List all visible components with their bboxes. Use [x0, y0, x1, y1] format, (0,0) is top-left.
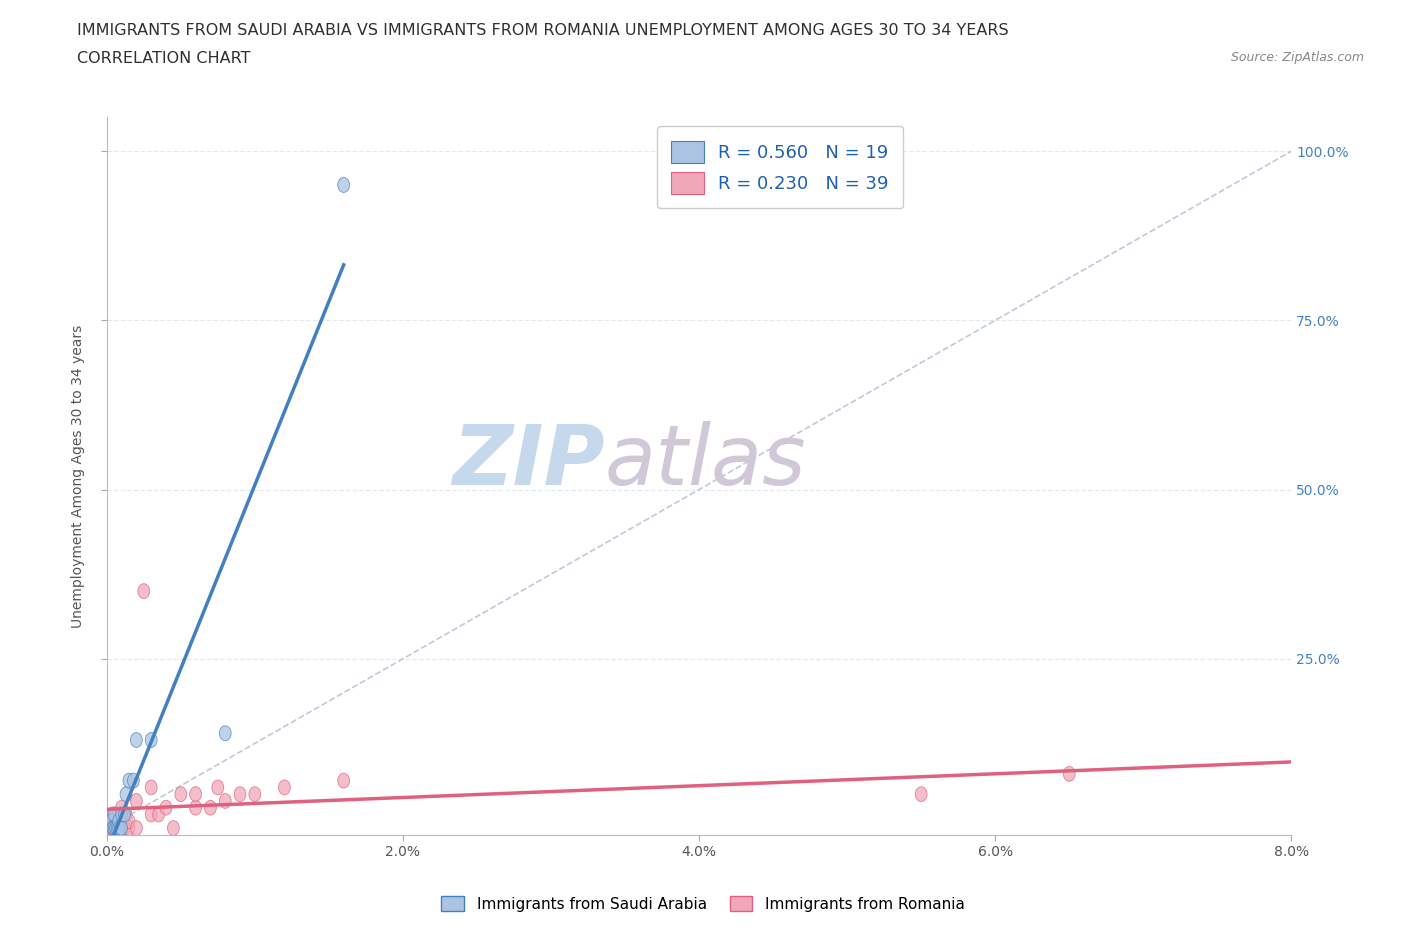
- Ellipse shape: [115, 800, 128, 816]
- Ellipse shape: [278, 780, 291, 795]
- Ellipse shape: [167, 820, 180, 835]
- Ellipse shape: [115, 820, 128, 835]
- Ellipse shape: [112, 820, 125, 835]
- Ellipse shape: [124, 773, 135, 788]
- Y-axis label: Unemployment Among Ages 30 to 34 years: Unemployment Among Ages 30 to 34 years: [72, 325, 86, 628]
- Ellipse shape: [124, 820, 135, 835]
- Ellipse shape: [915, 787, 927, 802]
- Text: CORRELATION CHART: CORRELATION CHART: [77, 51, 250, 66]
- Legend: Immigrants from Saudi Arabia, Immigrants from Romania: Immigrants from Saudi Arabia, Immigrants…: [436, 889, 970, 918]
- Ellipse shape: [111, 820, 124, 835]
- Ellipse shape: [108, 820, 120, 835]
- Ellipse shape: [115, 814, 128, 829]
- Ellipse shape: [118, 807, 131, 822]
- Ellipse shape: [115, 820, 128, 835]
- Ellipse shape: [120, 807, 132, 822]
- Ellipse shape: [120, 787, 132, 802]
- Ellipse shape: [107, 820, 118, 835]
- Ellipse shape: [153, 807, 165, 822]
- Ellipse shape: [204, 800, 217, 816]
- Ellipse shape: [114, 820, 127, 835]
- Ellipse shape: [111, 820, 124, 835]
- Ellipse shape: [190, 787, 201, 802]
- Ellipse shape: [107, 807, 118, 822]
- Legend: R = 0.560   N = 19, R = 0.230   N = 39: R = 0.560 N = 19, R = 0.230 N = 39: [657, 126, 903, 208]
- Ellipse shape: [118, 820, 131, 835]
- Ellipse shape: [131, 733, 142, 748]
- Text: atlas: atlas: [605, 421, 806, 502]
- Ellipse shape: [108, 807, 120, 822]
- Ellipse shape: [107, 820, 118, 835]
- Ellipse shape: [128, 773, 139, 788]
- Ellipse shape: [124, 814, 135, 829]
- Ellipse shape: [145, 733, 157, 748]
- Ellipse shape: [105, 814, 117, 829]
- Ellipse shape: [337, 773, 350, 788]
- Ellipse shape: [112, 814, 125, 829]
- Text: ZIP: ZIP: [451, 421, 605, 502]
- Ellipse shape: [131, 793, 142, 808]
- Ellipse shape: [112, 820, 125, 835]
- Ellipse shape: [131, 820, 142, 835]
- Text: IMMIGRANTS FROM SAUDI ARABIA VS IMMIGRANTS FROM ROMANIA UNEMPLOYMENT AMONG AGES : IMMIGRANTS FROM SAUDI ARABIA VS IMMIGRAN…: [77, 23, 1010, 38]
- Ellipse shape: [104, 820, 115, 835]
- Ellipse shape: [235, 787, 246, 802]
- Ellipse shape: [112, 807, 125, 822]
- Ellipse shape: [108, 820, 120, 835]
- Ellipse shape: [145, 807, 157, 822]
- Ellipse shape: [1063, 766, 1076, 781]
- Ellipse shape: [219, 725, 231, 740]
- Text: Source: ZipAtlas.com: Source: ZipAtlas.com: [1230, 51, 1364, 64]
- Ellipse shape: [219, 793, 231, 808]
- Ellipse shape: [160, 800, 172, 816]
- Ellipse shape: [249, 787, 260, 802]
- Ellipse shape: [174, 787, 187, 802]
- Ellipse shape: [108, 820, 120, 835]
- Ellipse shape: [105, 814, 117, 829]
- Ellipse shape: [212, 780, 224, 795]
- Ellipse shape: [190, 800, 201, 816]
- Ellipse shape: [110, 820, 121, 835]
- Ellipse shape: [111, 814, 124, 829]
- Ellipse shape: [138, 584, 149, 599]
- Ellipse shape: [145, 780, 157, 795]
- Ellipse shape: [115, 807, 128, 822]
- Ellipse shape: [114, 820, 127, 835]
- Ellipse shape: [337, 178, 350, 193]
- Ellipse shape: [110, 807, 121, 822]
